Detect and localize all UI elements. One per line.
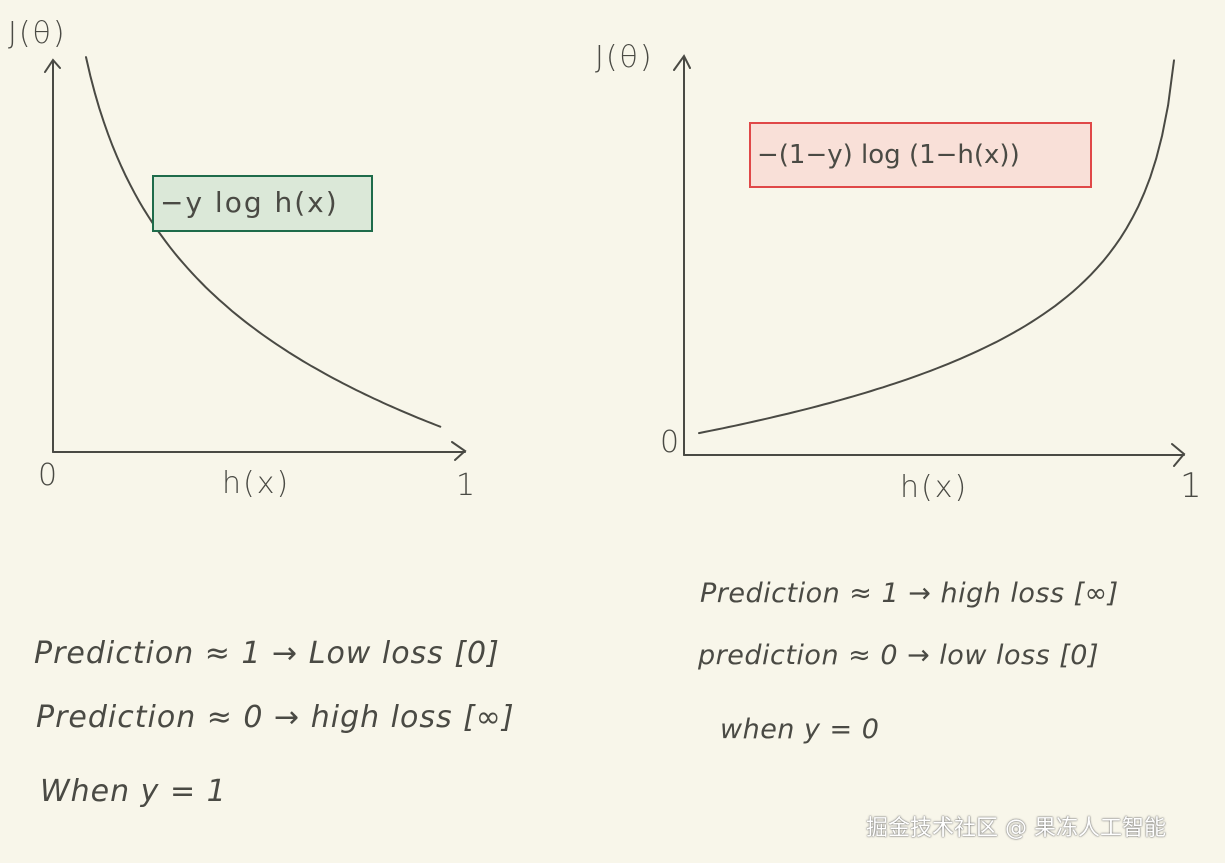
- right-x-axis: [683, 443, 1186, 467]
- right-note-3: when y = 0: [720, 714, 880, 745]
- left-x-label: h(x): [222, 466, 291, 501]
- left-x-axis: [52, 441, 467, 461]
- left-note-1: Prediction ≈ 1 → Low loss [0]: [34, 636, 500, 671]
- left-origin-label: 0: [38, 458, 60, 493]
- right-origin-label: 0: [660, 425, 682, 460]
- right-note-2: prediction ≈ 0 → low loss [0]: [698, 640, 1099, 671]
- left-note-3: When y = 1: [40, 774, 227, 809]
- watermark: 掘金技术社区 @ 果冻人工智能: [866, 816, 1166, 841]
- right-y-label: J(θ): [595, 40, 654, 75]
- right-note-1: Prediction ≈ 1 → high loss [∞]: [700, 578, 1119, 609]
- right-x-label: h(x): [900, 470, 969, 505]
- left-y-label: J(θ): [8, 16, 67, 51]
- left-loss-curve: [85, 56, 442, 428]
- right-x-end-label: 1: [1180, 466, 1202, 506]
- right-formula-box: −(1−y) log (1−h(x)): [749, 122, 1092, 188]
- left-x-end-label: 1: [456, 468, 478, 503]
- right-y-axis: [673, 54, 691, 456]
- left-formula-box: −y log h(x): [152, 175, 373, 232]
- right-loss-curve: [698, 59, 1175, 435]
- left-y-axis: [44, 58, 61, 453]
- left-note-2: Prediction ≈ 0 → high loss [∞]: [36, 700, 515, 735]
